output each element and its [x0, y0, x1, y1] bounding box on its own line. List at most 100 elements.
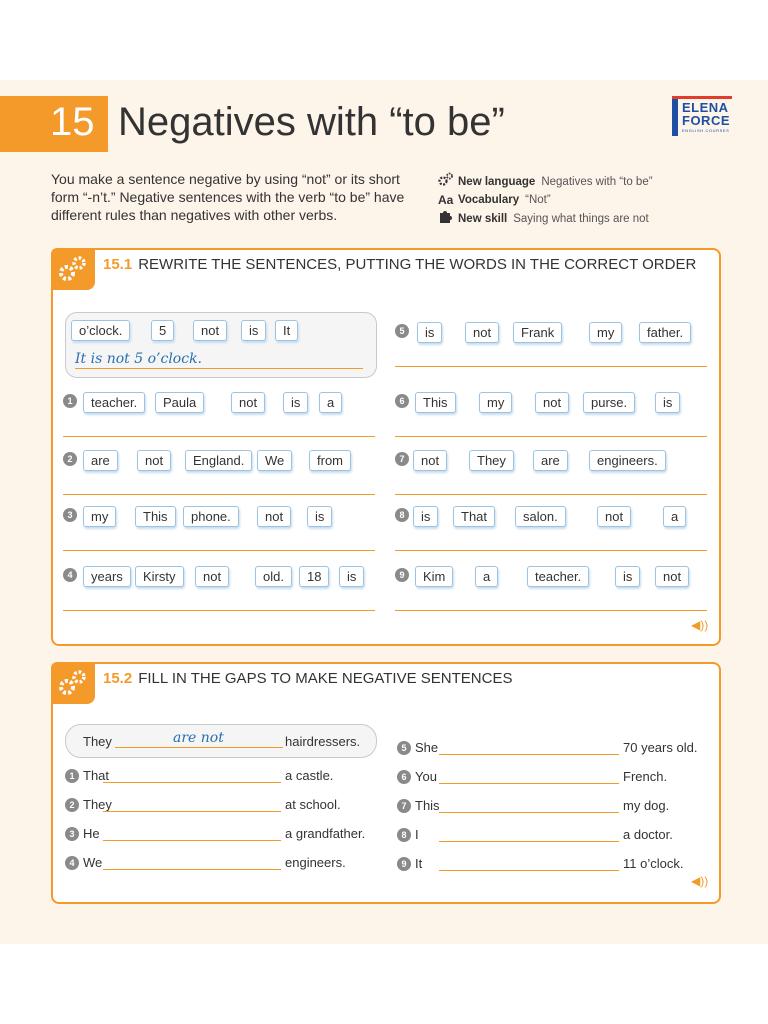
answer-line [75, 368, 363, 369]
sentence-end: at school. [285, 797, 341, 812]
word-tile[interactable]: 18 [299, 566, 330, 587]
item-number: 1 [63, 394, 77, 408]
word-tile[interactable]: not [231, 392, 266, 413]
sentence-start: We [83, 855, 103, 870]
exercise-heading: 15.2 FILL IN THE GAPS TO MAKE NEGATIVE SE… [103, 670, 513, 687]
word-tile[interactable]: is [307, 506, 333, 527]
brand-logo: ELENA FORCE ENGLISH COURSES [672, 96, 732, 136]
word-tile[interactable]: a [663, 506, 687, 527]
word-tile[interactable]: is [655, 392, 681, 413]
sentence-end: hairdressers. [285, 734, 361, 749]
exercise-15-1: 15.1 REWRITE THE SENTENCES, PUTTING THE W… [51, 248, 721, 646]
word-tile[interactable]: father. [639, 322, 692, 343]
word-tile[interactable]: years [83, 566, 131, 587]
gap-line[interactable] [103, 840, 281, 841]
answer-line[interactable] [63, 436, 375, 437]
word-tile[interactable]: are [83, 450, 118, 471]
sentence-end: engineers. [285, 855, 346, 870]
word-tile[interactable]: teacher. [83, 392, 146, 413]
item-number: 6 [395, 394, 409, 408]
audio-icon[interactable]: ◀)) [691, 618, 709, 632]
word-tile[interactable]: is [339, 566, 365, 587]
answer-line[interactable] [395, 610, 707, 611]
word-tile[interactable]: Kim [415, 566, 454, 587]
word-tile[interactable]: engineers. [589, 450, 666, 471]
word-tile[interactable]: This [135, 506, 176, 527]
word-tile[interactable]: my [589, 322, 623, 343]
sentence-end: a doctor. [623, 827, 673, 842]
word-tile[interactable]: not [193, 320, 228, 341]
sentence-start: She [415, 740, 439, 755]
word-tile[interactable]: not [535, 392, 570, 413]
item-number: 2 [63, 452, 77, 466]
audio-icon[interactable]: ◀)) [691, 874, 709, 888]
word-tile[interactable]: Paula [155, 392, 205, 413]
word-tile[interactable]: is [241, 320, 267, 341]
word-tile[interactable]: We [257, 450, 293, 471]
word-tile[interactable]: That [453, 506, 496, 527]
item-number: 4 [65, 856, 79, 870]
word-tile[interactable]: not [413, 450, 448, 471]
gap-line[interactable] [103, 782, 281, 783]
word-tile[interactable]: It [275, 320, 299, 341]
word-tile[interactable]: a [319, 392, 343, 413]
word-tile[interactable]: are [533, 450, 568, 471]
word-tile[interactable]: not [257, 506, 292, 527]
sentence-end: 11 o’clock. [623, 856, 684, 871]
sentence-end: 70 years old. [623, 740, 698, 755]
answer-line[interactable] [63, 550, 375, 551]
item-number: 5 [397, 741, 411, 755]
gap-line[interactable] [439, 783, 619, 784]
sentence-start: They [83, 734, 112, 749]
gap-line[interactable] [439, 870, 619, 871]
word-tile[interactable]: phone. [183, 506, 239, 527]
word-tile[interactable]: not [597, 506, 632, 527]
gap-line[interactable] [439, 754, 619, 755]
word-tile[interactable]: not [195, 566, 230, 587]
word-tile[interactable]: not [465, 322, 500, 343]
word-tile[interactable]: from [309, 450, 351, 471]
item-number: 7 [395, 452, 409, 466]
meta-new-language: New language Negatives with “to be” [438, 172, 653, 191]
word-tile[interactable]: teacher. [527, 566, 590, 587]
intro-text: You make a sentence negative by using “n… [51, 171, 405, 223]
gap-line [115, 747, 283, 748]
word-tile[interactable]: Kirsty [135, 566, 184, 587]
word-tile[interactable]: is [615, 566, 641, 587]
gap-line[interactable] [439, 841, 619, 842]
word-tile[interactable]: old. [255, 566, 292, 587]
item-number: 8 [395, 508, 409, 522]
gap-line[interactable] [439, 812, 619, 813]
item-number: 6 [397, 770, 411, 784]
gap-line[interactable] [103, 811, 281, 812]
item-number: 8 [397, 828, 411, 842]
word-tile[interactable]: my [479, 392, 513, 413]
word-tile[interactable]: a [475, 566, 499, 587]
word-tile[interactable]: is [413, 506, 439, 527]
answer-line[interactable] [395, 436, 707, 437]
word-tile[interactable]: Frank [513, 322, 563, 343]
answer-line[interactable] [395, 550, 707, 551]
answer-line[interactable] [63, 610, 375, 611]
answer-line[interactable] [395, 366, 707, 367]
word-tile[interactable]: not [137, 450, 172, 471]
answer-line[interactable] [63, 494, 375, 495]
word-tile[interactable]: not [655, 566, 690, 587]
word-tile[interactable]: o’clock. [71, 320, 131, 341]
item-number: 9 [395, 568, 409, 582]
word-tile[interactable]: is [417, 322, 443, 343]
word-tile[interactable]: This [415, 392, 456, 413]
gap-line[interactable] [103, 869, 281, 870]
word-tile[interactable]: my [83, 506, 117, 527]
word-tile[interactable]: purse. [583, 392, 636, 413]
word-tile[interactable]: salon. [515, 506, 566, 527]
word-tile[interactable]: 5 [151, 320, 175, 341]
word-tile[interactable]: is [283, 392, 309, 413]
word-tile[interactable]: England. [185, 450, 253, 471]
sentence-start: I [415, 827, 419, 842]
puzzle-icon [438, 209, 458, 228]
item-number: 9 [397, 857, 411, 871]
unit-number: 15 [50, 100, 95, 144]
word-tile[interactable]: They [469, 450, 514, 471]
answer-line[interactable] [395, 494, 707, 495]
